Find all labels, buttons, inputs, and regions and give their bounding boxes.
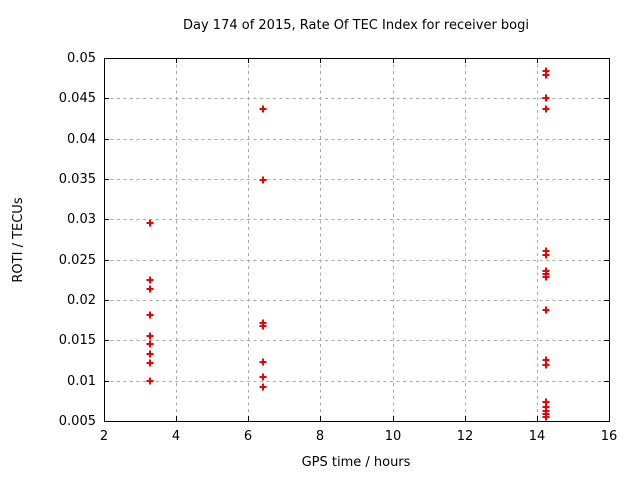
data-point-marker: [542, 273, 550, 281]
data-point-marker: [146, 219, 154, 227]
data-point-marker: [542, 251, 550, 259]
data-point-marker: [146, 311, 154, 319]
data-point-marker: [146, 359, 154, 367]
y-tick-label: 0.005: [59, 414, 96, 429]
data-point-marker: [259, 322, 267, 330]
plot-border-rect: [104, 58, 610, 422]
data-point-marker: [146, 377, 154, 385]
data-point-marker: [146, 276, 154, 284]
data-point-marker: [146, 285, 154, 293]
data-point-marker: [542, 361, 550, 369]
x-tick-label: 16: [601, 429, 618, 444]
data-point-marker: [259, 105, 267, 113]
x-tick-label: 14: [529, 429, 546, 444]
y-tick-label: 0.02: [67, 293, 96, 308]
data-point-marker: [542, 105, 550, 113]
y-tick-label: 0.015: [59, 333, 96, 348]
tick-label-layer: 2 4 6 8 10 12 14 16 0.005 0.01 0.015 0.02 0.025 0.03 0…: [59, 51, 617, 444]
y-tick-label: 0.05: [67, 51, 96, 66]
tick-layer: [104, 58, 610, 422]
data-point-marker: [259, 383, 267, 391]
x-tick-label: 8: [316, 429, 324, 444]
data-point-marker: [542, 94, 550, 102]
y-tick-label: 0.03: [67, 212, 96, 227]
data-point-marker: [542, 306, 550, 314]
data-point-marker: [259, 358, 267, 366]
x-tick-label: 2: [100, 429, 108, 444]
y-tick-label: 0.01: [67, 374, 96, 389]
data-point-marker: [259, 373, 267, 381]
x-tick-label: 12: [457, 429, 474, 444]
data-point-marker: [542, 413, 550, 421]
grid-layer: [104, 58, 609, 421]
y-tick-label: 0.04: [67, 132, 96, 147]
chart-title: Day 174 of 2015, Rate Of TEC Index for r…: [183, 18, 529, 33]
x-tick-label: 10: [385, 429, 402, 444]
data-point-marker: [259, 176, 267, 184]
data-point-marker: [542, 71, 550, 79]
data-point-marker: [146, 340, 154, 348]
x-tick-label: 6: [244, 429, 252, 444]
plot-border: [104, 58, 610, 422]
x-axis-label: GPS time / hours: [302, 455, 411, 470]
y-axis-label: ROTI / TECUs: [11, 197, 26, 282]
y-tick-label: 0.025: [59, 253, 96, 268]
data-points-layer: [146, 67, 550, 421]
y-tick-label: 0.035: [59, 172, 96, 187]
y-tick-label: 0.045: [59, 91, 96, 106]
data-point-marker: [146, 350, 154, 358]
x-tick-label: 4: [172, 429, 180, 444]
data-point-marker: [146, 332, 154, 340]
